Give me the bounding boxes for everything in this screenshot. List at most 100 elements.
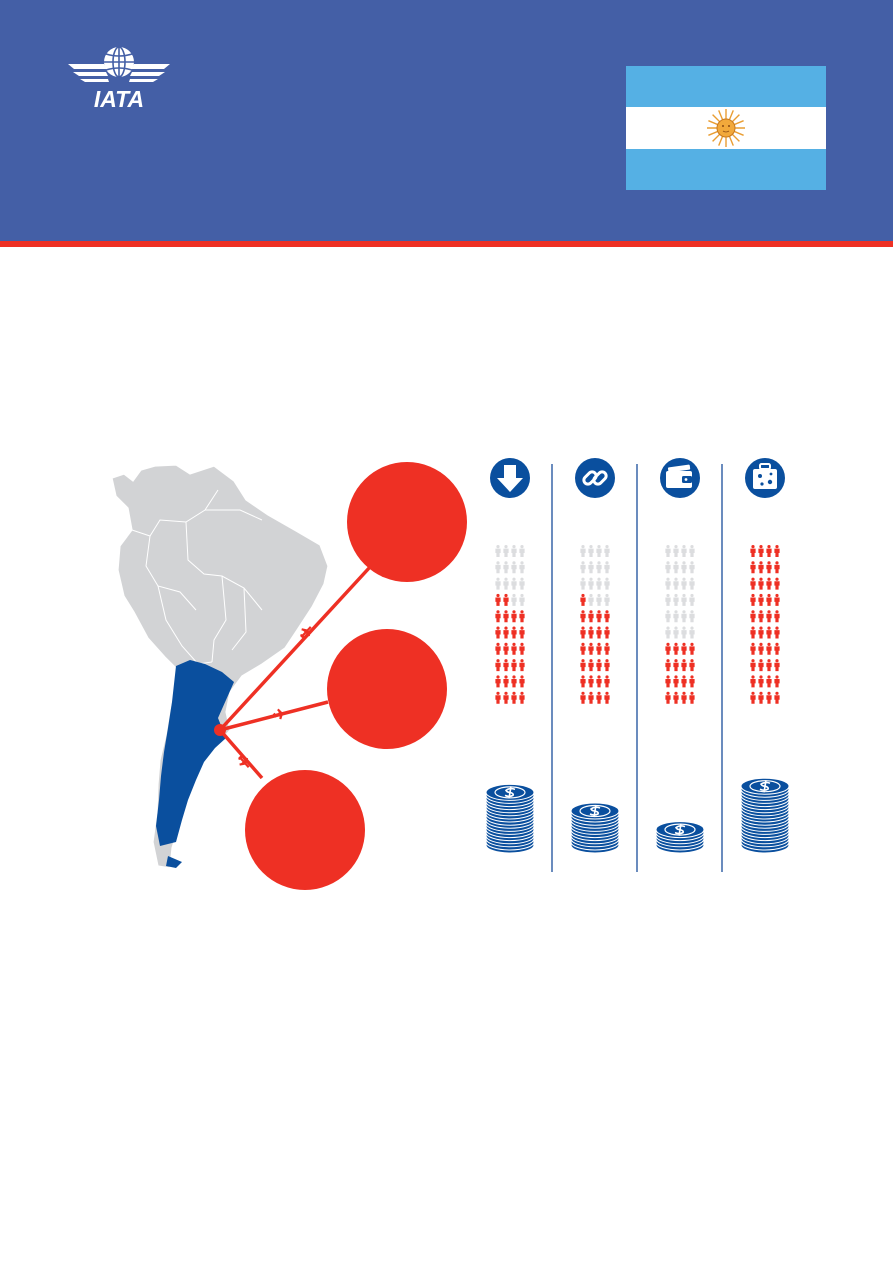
person-icon: [758, 610, 764, 623]
coin-ring: [749, 780, 781, 793]
person-icon: [503, 577, 509, 590]
person-icon: [758, 691, 764, 704]
person-icon: [681, 659, 687, 672]
person-icon: [750, 545, 756, 557]
person-icon: [588, 659, 594, 672]
person-icon: [774, 659, 780, 672]
person-icon: [511, 577, 517, 590]
person-icon: [519, 577, 525, 590]
person-icon: [511, 642, 517, 655]
person-icon: [750, 593, 756, 606]
person-icon: [495, 626, 501, 639]
person-icon: [673, 593, 679, 606]
person-icon: [580, 642, 586, 655]
plane-icon: [300, 626, 312, 639]
person-icon: [580, 577, 586, 590]
person-icon: [495, 577, 501, 590]
person-icon: [766, 561, 772, 574]
person-icon: [689, 626, 695, 639]
person-icon: [758, 659, 764, 672]
person-icon: [495, 610, 501, 623]
person-icon: [750, 691, 756, 704]
person-icon: [596, 691, 602, 704]
person-icon: [604, 561, 610, 574]
person-icon: [758, 626, 764, 639]
link-icon: [575, 458, 615, 498]
person-icon: [580, 691, 586, 704]
person-icon: [758, 545, 764, 557]
person-icon: [519, 659, 525, 672]
person-icon: [503, 545, 509, 557]
tierra-del-fuego: [166, 856, 182, 868]
person-icon: [519, 626, 525, 639]
person-icon: [689, 577, 695, 590]
person-icon: [665, 626, 671, 639]
person-icon: [604, 675, 610, 688]
column-dividers: [551, 464, 723, 872]
person-icon: [774, 626, 780, 639]
person-icon: [689, 659, 695, 672]
person-icon: [774, 610, 780, 623]
person-icon: [750, 561, 756, 574]
person-icon: [665, 561, 671, 574]
person-icon: [511, 675, 517, 688]
person-icon: [673, 610, 679, 623]
person-icon: [495, 545, 501, 557]
sun-of-may-icon: [707, 109, 745, 147]
person-icon: [673, 691, 679, 704]
person-icon: [774, 561, 780, 574]
argentina-highlight: [156, 660, 234, 846]
person-icon: [750, 675, 756, 688]
route-line-1: [218, 565, 372, 732]
plane-icon: [272, 708, 288, 720]
person-icon: [766, 610, 772, 623]
person-icon: [588, 691, 594, 704]
person-icon: [665, 577, 671, 590]
person-icon: [511, 659, 517, 672]
person-icon: [774, 675, 780, 688]
luggage-icon: [745, 458, 785, 498]
person-icon: [673, 642, 679, 655]
person-icon: [750, 610, 756, 623]
person-icon: [681, 642, 687, 655]
person-icon: [511, 561, 517, 574]
people-pictograms: [495, 545, 780, 704]
person-icon: [596, 659, 602, 672]
person-icon: [665, 642, 671, 655]
person-icon: [681, 626, 687, 639]
globe-icon: [104, 46, 134, 78]
person-icon: [596, 593, 602, 606]
person-icon: [766, 577, 772, 590]
person-icon: [580, 675, 586, 688]
person-icon: [588, 610, 594, 623]
header-red-stripe: [0, 241, 893, 247]
person-icon: [596, 561, 602, 574]
coin-ring: [579, 804, 611, 818]
person-icon: [588, 642, 594, 655]
person-icon: [689, 610, 695, 623]
wallet-icon: [660, 458, 700, 498]
person-icon: [495, 691, 501, 704]
person-icon: [519, 610, 525, 623]
person-icon: [681, 577, 687, 590]
person-icon: [519, 642, 525, 655]
person-icon: [689, 593, 695, 606]
infographic: [111, 458, 790, 890]
person-icon: [596, 642, 602, 655]
person-icon: [766, 642, 772, 655]
person-icon: [588, 675, 594, 688]
person-icon: [596, 626, 602, 639]
south-america-map: [111, 464, 329, 869]
person-icon: [758, 642, 764, 655]
person-icon: [673, 561, 679, 574]
person-icon: [665, 659, 671, 672]
person-icon: [681, 545, 687, 557]
person-icon: [588, 626, 594, 639]
person-icon: [503, 626, 509, 639]
person-icon: [681, 610, 687, 623]
person-icon: [519, 691, 525, 704]
person-icon: [689, 642, 695, 655]
person-icon: [681, 593, 687, 606]
person-icon: [689, 561, 695, 574]
person-icon: [604, 610, 610, 623]
